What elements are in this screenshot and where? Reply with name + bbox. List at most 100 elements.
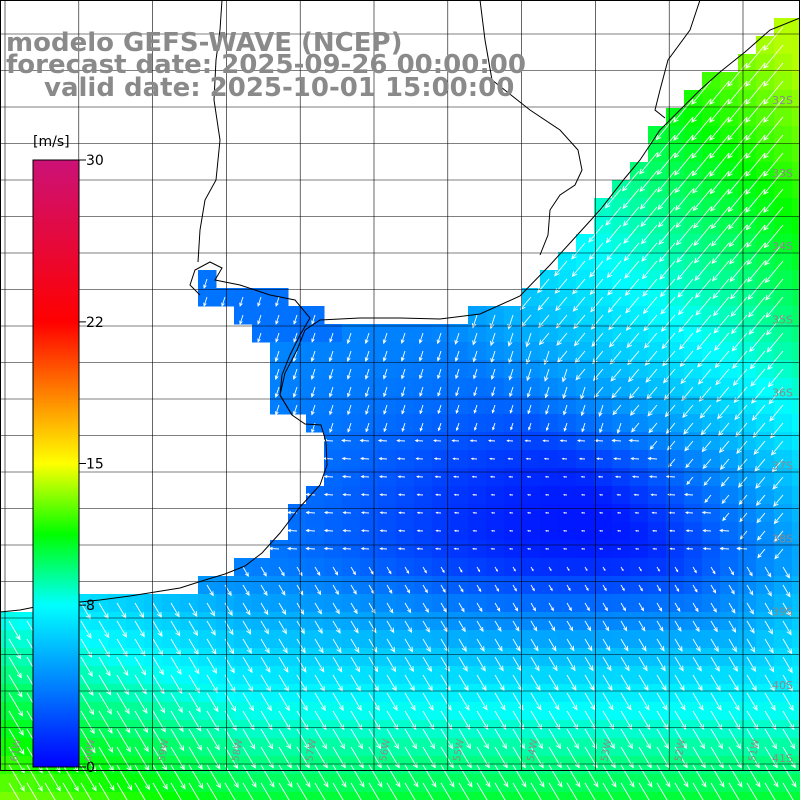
wind-arrow — [645, 368, 658, 383]
wind-arrow — [494, 602, 501, 612]
wind-arrow — [242, 692, 254, 711]
wind-arrow — [746, 602, 754, 615]
wind-arrow-head — [640, 221, 646, 227]
wind-arrow-head — [352, 571, 356, 576]
wind-arrow-head — [563, 427, 567, 432]
wind-cell — [324, 432, 343, 451]
longitude-label: 58W — [231, 738, 246, 762]
wind-arrow — [512, 602, 518, 611]
wind-cell — [792, 738, 800, 757]
wind-arrow-head — [228, 629, 234, 636]
wind-arrow-head — [247, 667, 253, 674]
wind-arrow — [566, 692, 578, 710]
wind-cell — [378, 450, 397, 469]
latitude-label: 39S — [772, 606, 793, 619]
wind-arrow — [342, 458, 352, 460]
wind-arrow-head — [580, 475, 583, 478]
wind-arrow-head — [590, 704, 596, 711]
wind-arrow — [80, 692, 94, 715]
wind-arrow-head — [665, 474, 670, 479]
wind-arrow-head — [607, 307, 614, 313]
wind-arrow — [584, 620, 591, 631]
wind-arrow — [772, 476, 784, 490]
wind-arrow-head — [663, 394, 670, 401]
wind-arrow — [512, 638, 521, 651]
wind-arrow — [674, 764, 689, 787]
wind-arrow-head — [766, 329, 772, 336]
wind-cell — [576, 792, 595, 800]
wind-arrow — [350, 566, 356, 575]
wind-arrow — [314, 620, 323, 634]
wind-arrow — [404, 692, 416, 711]
wind-arrow — [692, 602, 699, 612]
wind-arrow-head — [691, 170, 698, 177]
wind-arrow — [685, 458, 694, 468]
wind-arrow — [494, 782, 506, 800]
wind-cell — [90, 792, 109, 800]
wind-arrow-head — [305, 781, 311, 788]
wind-arrow-head — [719, 528, 724, 533]
wind-arrow-head — [745, 81, 751, 87]
wind-arrow-head — [18, 710, 24, 717]
wind-arrow — [606, 224, 622, 243]
wind-arrow — [530, 710, 543, 730]
wind-arrow-head — [586, 607, 590, 612]
wind-arrow-head — [489, 457, 492, 460]
wind-arrow — [677, 260, 694, 280]
wind-arrow — [608, 296, 622, 313]
wind-arrow — [676, 242, 694, 263]
wind-arrow-head — [461, 627, 466, 633]
wind-arrow-head — [739, 517, 744, 523]
wind-arrow-head — [87, 651, 93, 658]
wind-cell — [432, 522, 451, 541]
wind-arrow — [269, 547, 280, 550]
wind-cell — [234, 792, 253, 800]
atlantic-coastline — [0, 17, 800, 613]
wind-arrow-head — [192, 611, 198, 618]
wind-cell — [540, 450, 559, 469]
wind-arrow-head — [709, 117, 715, 123]
wind-arrow-head — [15, 634, 21, 641]
wind-arrow — [170, 638, 181, 656]
wind-arrow-head — [472, 357, 477, 363]
wind-arrow-head — [621, 568, 624, 572]
wind-arrow — [526, 350, 532, 364]
wind-arrow — [329, 350, 334, 362]
wind-arrow — [203, 296, 208, 307]
wind-arrow — [347, 332, 352, 344]
wind-arrow-head — [728, 241, 735, 248]
wind-arrow — [721, 476, 730, 487]
wind-arrow — [401, 332, 406, 344]
wind-arrow — [710, 692, 722, 711]
wind-arrow-head — [462, 665, 468, 672]
wind-cell — [468, 432, 487, 451]
wind-cell — [450, 468, 469, 487]
wind-arrow-head — [763, 81, 769, 87]
wind-arrow-head — [764, 260, 770, 266]
wind-arrow-head — [628, 743, 633, 750]
wind-arrow-head — [160, 726, 166, 733]
wind-arrow — [599, 404, 604, 417]
wind-arrow-head — [703, 481, 708, 486]
wind-arrow-head — [274, 357, 279, 363]
wind-arrow — [620, 656, 630, 671]
lagoon-outline — [479, 0, 583, 256]
wind-arrow — [278, 620, 287, 634]
wind-arrow-head — [105, 670, 111, 677]
wind-cell — [558, 486, 577, 505]
wind-arrow-head — [106, 708, 112, 715]
wind-arrow — [296, 728, 309, 749]
wind-cell — [396, 486, 415, 505]
wind-arrow — [602, 674, 613, 691]
wind-arrow-head — [660, 326, 667, 332]
wind-arrow — [656, 152, 676, 175]
wind-arrow — [530, 620, 538, 631]
wind-arrow-head — [463, 685, 469, 692]
wind-arrow — [324, 548, 334, 550]
wind-arrow-head — [763, 225, 769, 231]
wind-arrow — [590, 296, 604, 312]
wind-arrow — [170, 728, 185, 751]
wind-arrow — [458, 638, 467, 652]
wind-arrow-head — [472, 493, 475, 496]
wind-arrow — [422, 710, 435, 730]
